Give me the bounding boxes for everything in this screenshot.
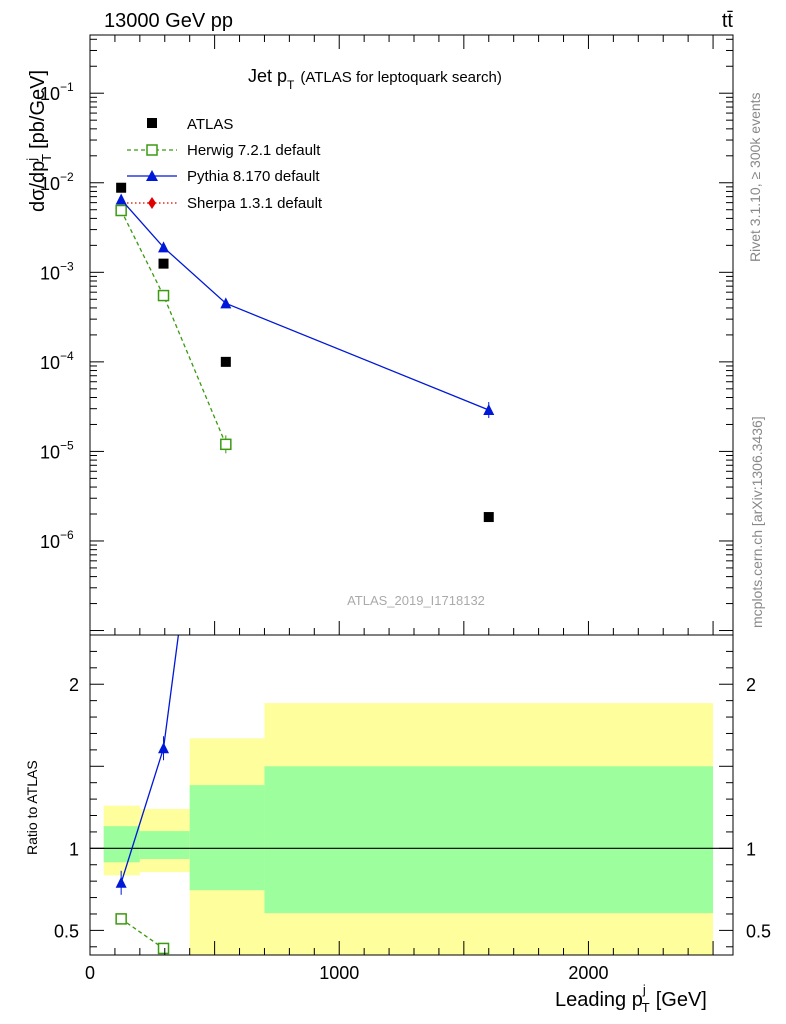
legend-marker-pythia [146, 170, 158, 181]
energy-label: 13000 GeV pp [104, 10, 233, 32]
ratio-tick-label: 1 [69, 839, 79, 859]
inner-band-1 [139, 831, 190, 859]
y-tick-label: 10−1 [40, 80, 74, 104]
x-axis-label: Leading pj T [GeV] [555, 982, 707, 1015]
legend-label-pythia: Pythia 8.170 default [187, 168, 320, 185]
y-tick-label: 10−5 [40, 438, 74, 462]
main-point-herwig [220, 438, 232, 451]
y-axis-label: dσ/dpjT[pb/GeV] [24, 70, 54, 212]
legend-marker-herwig [146, 144, 158, 156]
axis-ticks: 10−1 10−2 10−3 10−4 10−5 10−6 0.5 0.5 1 1 2 2 0 1000 2… [40, 35, 771, 983]
y-tick-label: 10−2 [40, 170, 74, 194]
uncertainty-bands [90, 703, 733, 955]
main-point-herwig [115, 204, 127, 217]
ratio-point-herwig [115, 913, 127, 925]
ratio-line-0 [120, 918, 164, 949]
ratio-frame [89, 634, 734, 956]
legend-label-sherpa: Sherpa 1.3.1 default [187, 195, 323, 212]
ratio-point-pythia [115, 876, 127, 888]
legend-marker-atlas [147, 118, 157, 128]
mcplots-label: mcplots.cern.ch [arXiv:1306.3436] [749, 416, 765, 628]
main-point-pythia [158, 241, 170, 253]
legend-label-atlas: ATLAS [187, 116, 233, 133]
y-tick-label: 10−3 [40, 259, 74, 283]
main-point-pythia [115, 193, 127, 205]
y-tick-label: 10−6 [40, 528, 74, 552]
inner-band-0 [103, 826, 140, 863]
main-series [115, 182, 495, 523]
x-tick-label: 0 [85, 963, 95, 983]
ratio-tick-label: 2 [69, 675, 79, 695]
process-label: tt̄ [722, 10, 734, 32]
main-point-herwig [157, 289, 170, 302]
rivet-label: Rivet 3.1.10, ≥ 300k events [747, 92, 763, 262]
main-point-atlas [116, 182, 127, 193]
main-point-atlas [158, 258, 169, 269]
legend-marker-sherpa [148, 197, 156, 209]
x-tick-label: 2000 [568, 963, 608, 983]
ratio-tick-label-right: 1 [746, 839, 756, 859]
main-title: Jet pT (ATLAS for leptoquark search) [248, 66, 502, 92]
analysis-id: ATLAS_2019_I1718132 [347, 593, 485, 608]
ratio-series [115, 635, 180, 955]
main-point-atlas [483, 512, 494, 523]
legend-label-herwig: Herwig 7.2.1 default [187, 142, 321, 159]
ratio-y-axis-label: Ratio to ATLAS [24, 760, 40, 855]
ratio-point-herwig [157, 942, 170, 955]
x-tick-label: 1000 [319, 963, 359, 983]
inner-band-2 [189, 785, 265, 891]
main-point-atlas [220, 356, 231, 367]
y-tick-label: 10−4 [40, 349, 74, 373]
ratio-point-pythia [158, 742, 170, 754]
main-point-pythia [220, 297, 232, 309]
ratio-tick-label: 0.5 [54, 921, 79, 941]
ratio-tick-label-right: 0.5 [746, 921, 771, 941]
legend: ATLAS Herwig 7.2.1 default Pythia 8.170 … [127, 116, 323, 212]
inner-band-3 [264, 766, 714, 914]
main-point-pythia [483, 404, 495, 416]
ratio-tick-label-right: 2 [746, 675, 756, 695]
main-line-0 [120, 210, 227, 445]
main-line-1 [120, 199, 490, 411]
